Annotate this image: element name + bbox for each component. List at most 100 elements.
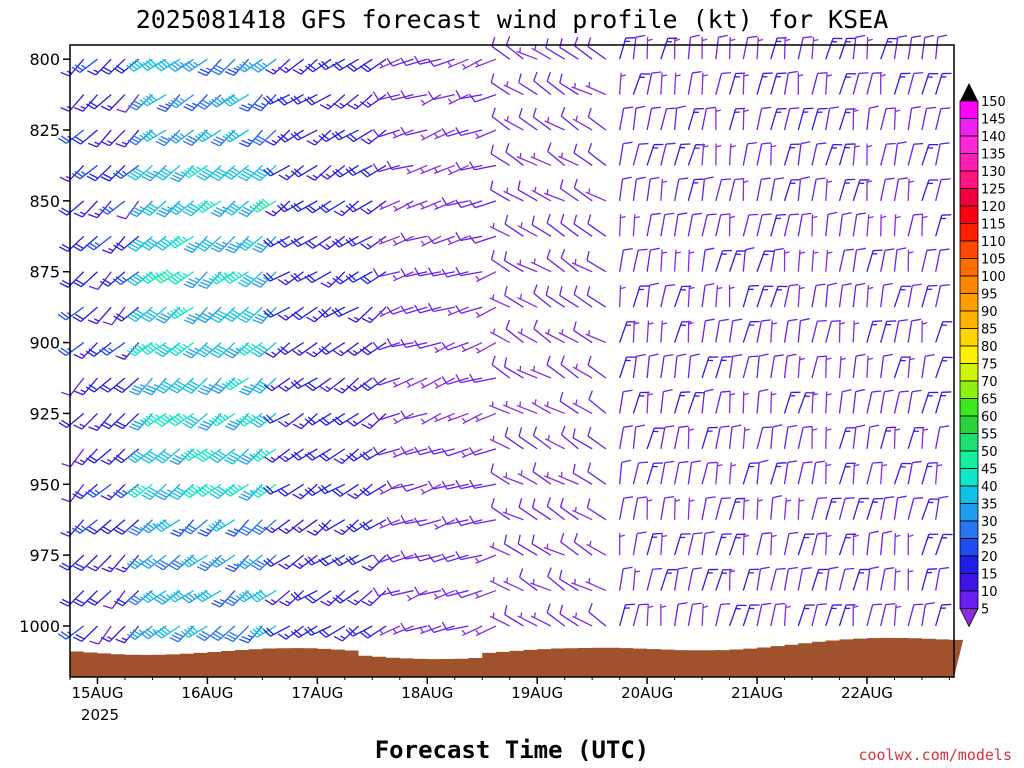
- wind-barb-half-feather: [194, 241, 200, 246]
- wind-barb-feather: [254, 279, 264, 286]
- wind-barb-feather: [280, 487, 289, 495]
- wind-barb-feather: [304, 206, 314, 214]
- wind-barb: [249, 198, 277, 213]
- wind-barb-feather: [159, 272, 168, 280]
- wind-barb-half-feather: [166, 489, 173, 493]
- wind-barb-feather: [159, 240, 169, 247]
- wind-barb-staff: [206, 519, 222, 537]
- wind-barb-feather: [156, 522, 165, 530]
- wind-barb: [504, 286, 524, 308]
- wind-barb: [660, 284, 676, 308]
- wind-barb-feather: [214, 452, 224, 459]
- wind-barb: [386, 516, 414, 526]
- wind-barb-feather: [293, 379, 302, 388]
- wind-barb-feather: [455, 517, 462, 526]
- wind-barb-feather: [100, 636, 110, 643]
- wind-barb-staff: [935, 285, 942, 308]
- wind-barb: [332, 412, 359, 426]
- wind-barb-feather: [113, 529, 123, 535]
- wind-barb-feather: [400, 410, 407, 420]
- wind-barb-feather: [131, 423, 141, 428]
- wind-barb-feather: [307, 382, 317, 390]
- wind-barb-feather: [264, 599, 274, 606]
- wind-barb: [907, 389, 922, 414]
- wind-barb: [543, 189, 565, 202]
- wind-barb-feather: [140, 562, 150, 570]
- wind-barb-staff: [880, 568, 886, 591]
- wind-barb-feather: [491, 107, 496, 117]
- wind-barb-half-feather: [853, 605, 859, 609]
- wind-barb-feather: [181, 491, 191, 499]
- wind-barb-staff: [174, 306, 195, 320]
- wind-barb: [304, 94, 332, 106]
- wind-barb-staff: [893, 37, 899, 60]
- wind-barb-feather: [211, 602, 221, 608]
- wind-barb-feather: [203, 344, 213, 351]
- wind-barb: [587, 107, 607, 131]
- wind-barb-feather: [427, 235, 435, 245]
- wind-barb-feather: [531, 498, 536, 508]
- wind-barb-feather: [129, 631, 139, 638]
- wind-barb-staff: [618, 108, 625, 131]
- wind-barb: [73, 342, 98, 360]
- wind-barb: [756, 142, 772, 166]
- wind-barb-staff: [673, 497, 676, 520]
- wind-barb-feather: [896, 247, 907, 251]
- wind-barb-feather: [255, 591, 264, 599]
- wind-barb-staff: [573, 293, 593, 308]
- wind-barb-staff: [852, 249, 858, 272]
- wind-barb-feather: [293, 131, 302, 139]
- wind-barb-half-feather: [588, 81, 591, 88]
- wind-barb-feather: [135, 485, 144, 492]
- wind-barb-staff: [392, 93, 414, 101]
- wind-barb-staff: [673, 144, 682, 166]
- wind-barb-feather: [372, 446, 380, 456]
- wind-barb-feather: [372, 268, 379, 277]
- wind-barb-feather: [827, 282, 838, 286]
- wind-barb: [318, 625, 346, 638]
- wind-barb-staff: [216, 412, 236, 427]
- wind-barb-staff: [517, 331, 538, 344]
- wind-barb-feather: [194, 490, 204, 498]
- wind-barb-feather: [259, 381, 269, 387]
- wind-barb-staff: [160, 58, 181, 72]
- wind-barb-staff: [273, 200, 291, 217]
- wind-barb-feather: [228, 169, 238, 176]
- wind-barb-staff: [516, 404, 538, 415]
- wind-barb: [167, 94, 195, 109]
- wind-barb-staff: [475, 625, 497, 637]
- wind-barb-staff: [433, 271, 455, 277]
- wind-barb: [359, 483, 387, 497]
- wind-barb-half-feather: [420, 134, 426, 140]
- wind-barb-staff: [259, 554, 277, 571]
- wind-barb-feather: [490, 73, 495, 83]
- wind-barb-feather: [88, 455, 98, 462]
- wind-barb-staff: [907, 462, 913, 485]
- colorbar-label: 20: [981, 550, 998, 565]
- wind-barb-feather: [112, 172, 122, 179]
- wind-barb-feather: [213, 138, 223, 144]
- wind-barb: [715, 249, 732, 272]
- wind-barb-staff: [533, 292, 552, 308]
- wind-barb-feather: [113, 244, 123, 251]
- wind-barb: [921, 179, 939, 202]
- wind-barb: [239, 377, 263, 396]
- wind-barb: [359, 377, 387, 391]
- wind-barb-feather: [194, 205, 203, 213]
- wind-barb-staff: [838, 250, 845, 272]
- wind-barb: [687, 460, 701, 485]
- wind-barb: [811, 426, 818, 449]
- wind-barb-staff: [218, 58, 236, 76]
- wind-barb-feather: [195, 351, 205, 358]
- wind-barb-half-feather: [378, 238, 383, 244]
- wind-barb-staff: [921, 569, 929, 591]
- wind-barb-staff: [369, 412, 387, 429]
- wind-barb-staff: [646, 356, 650, 379]
- wind-barb-staff: [770, 391, 773, 414]
- wind-barb-staff: [80, 271, 98, 288]
- wind-barb-feather: [126, 562, 136, 570]
- wind-barb: [756, 459, 769, 485]
- colorbar-label: 80: [981, 340, 998, 355]
- wind-barb-staff: [353, 519, 373, 533]
- wind-barb-feather: [455, 266, 462, 276]
